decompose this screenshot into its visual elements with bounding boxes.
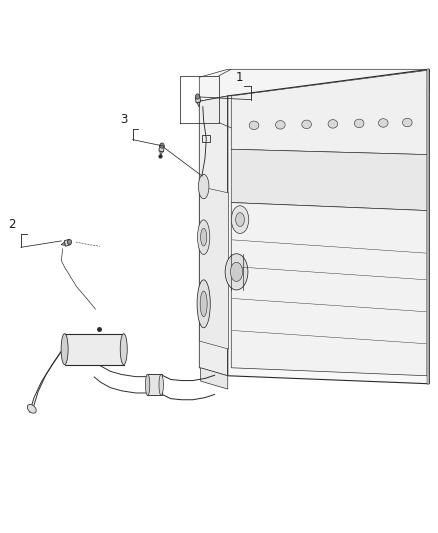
Ellipse shape: [328, 119, 338, 128]
Polygon shape: [228, 69, 429, 384]
Polygon shape: [64, 334, 124, 365]
Ellipse shape: [403, 118, 412, 127]
Polygon shape: [231, 203, 427, 376]
Ellipse shape: [276, 120, 285, 129]
Ellipse shape: [145, 374, 150, 395]
Ellipse shape: [61, 334, 68, 365]
Polygon shape: [195, 96, 201, 103]
Polygon shape: [200, 187, 229, 349]
Polygon shape: [201, 368, 228, 389]
Ellipse shape: [236, 213, 244, 227]
Text: 1: 1: [236, 71, 244, 84]
Ellipse shape: [197, 280, 210, 328]
Polygon shape: [64, 239, 70, 246]
Polygon shape: [197, 102, 200, 107]
Ellipse shape: [27, 405, 36, 413]
Ellipse shape: [230, 262, 243, 281]
Ellipse shape: [225, 254, 248, 290]
Polygon shape: [231, 70, 427, 155]
Polygon shape: [147, 374, 162, 395]
Polygon shape: [231, 149, 427, 211]
Ellipse shape: [200, 291, 207, 317]
Ellipse shape: [159, 374, 163, 395]
Ellipse shape: [67, 239, 72, 245]
Polygon shape: [160, 151, 162, 156]
Ellipse shape: [302, 120, 311, 128]
Ellipse shape: [249, 121, 259, 130]
Polygon shape: [199, 96, 228, 376]
Text: 2: 2: [8, 219, 16, 231]
Ellipse shape: [160, 143, 164, 148]
Ellipse shape: [231, 206, 249, 233]
Ellipse shape: [120, 334, 127, 365]
Polygon shape: [61, 242, 65, 245]
Polygon shape: [427, 69, 429, 384]
Ellipse shape: [354, 119, 364, 128]
Ellipse shape: [378, 119, 388, 127]
Ellipse shape: [198, 174, 209, 199]
Ellipse shape: [198, 220, 210, 255]
Ellipse shape: [201, 228, 207, 246]
Text: 3: 3: [120, 114, 127, 126]
Ellipse shape: [195, 94, 200, 99]
Polygon shape: [199, 69, 429, 101]
Polygon shape: [159, 145, 164, 152]
